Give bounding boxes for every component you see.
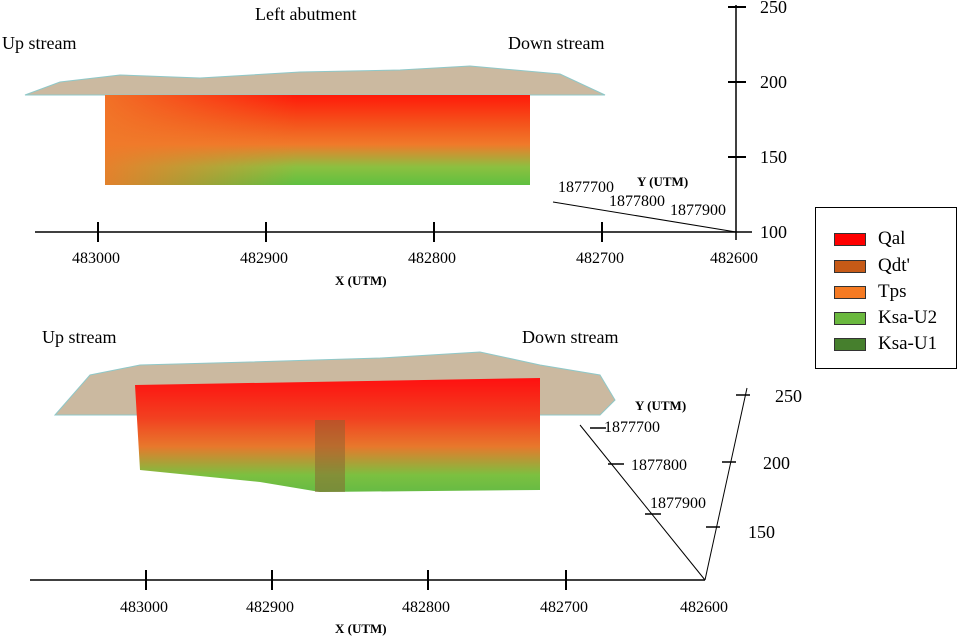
top-z-tick-label: 200	[760, 72, 787, 92]
top-block-shade	[105, 95, 530, 185]
legend-swatch	[834, 259, 866, 273]
top-downstream-label: Down stream	[508, 33, 604, 53]
top-z-tick-label: 100	[760, 222, 787, 242]
bottom-z-tick-label: 200	[763, 453, 790, 473]
legend-item: Ksa-U2	[834, 307, 937, 329]
bottom-x-ticks	[145, 570, 567, 590]
legend-label: Qdt'	[878, 255, 910, 276]
bottom-downstream-label: Down stream	[522, 327, 618, 347]
top-z-ticks	[728, 6, 746, 158]
bottom-x-tick-label: 482900	[246, 599, 294, 616]
legend-swatch	[834, 285, 866, 299]
top-x-tick-label: 482700	[576, 250, 624, 267]
legend-label: Ksa-U2	[878, 307, 938, 328]
legend-item: Ksa-U1	[834, 333, 937, 355]
top-upstream-label: Up stream	[2, 33, 76, 53]
top-x-axis-label: X (UTM)	[335, 273, 387, 288]
top-x-tick-label: 482600	[710, 250, 758, 267]
bottom-x-tick-label: 483000	[120, 599, 168, 616]
legend-item: Qdt'	[834, 255, 910, 277]
legend-swatch	[834, 232, 866, 246]
top-title: Left abutment	[255, 4, 356, 24]
legend-label: Qal	[878, 228, 906, 249]
bottom-z-tick-label: 250	[775, 386, 802, 406]
bottom-z-ticks	[706, 394, 750, 528]
bottom-y-tick-label: 1877700	[604, 419, 660, 436]
top-y-tick-label: 1877700	[558, 179, 614, 196]
bottom-y-tick-label: 1877800	[631, 457, 687, 474]
top-x-tick-label: 483000	[72, 250, 120, 267]
bottom-x-axis-label: X (UTM)	[335, 621, 387, 636]
bottom-y-tick-label: 1877900	[650, 495, 706, 512]
top-z-tick-label: 250	[760, 0, 787, 17]
top-y-tick-label: 1877900	[670, 202, 726, 219]
bottom-block-shadow	[315, 420, 345, 492]
bottom-y-ticks	[590, 427, 661, 515]
bottom-x-tick-label: 482700	[540, 599, 588, 616]
legend-item: Qal	[834, 228, 905, 250]
bottom-y-axis-label: Y (UTM)	[635, 398, 686, 413]
top-x-ticks	[97, 222, 603, 242]
bottom-y-axis	[579, 424, 706, 581]
top-terrain-surface	[24, 65, 606, 96]
legend-swatch	[834, 311, 866, 325]
bottom-upstream-label: Up stream	[42, 327, 116, 347]
legend-item: Tps	[834, 281, 907, 303]
legend-label: Tps	[878, 281, 907, 302]
top-y-tick-label: 1877800	[609, 193, 665, 210]
top-z-tick-label: 150	[760, 147, 787, 167]
top-x-tick-label: 482800	[408, 250, 456, 267]
top-y-axis-label: Y (UTM)	[637, 174, 688, 189]
bottom-z-tick-label: 150	[748, 522, 775, 542]
top-x-tick-label: 482900	[240, 250, 288, 267]
bottom-x-tick-label: 482800	[402, 599, 450, 616]
bottom-x-tick-label: 482600	[680, 599, 728, 616]
legend-swatch	[834, 337, 866, 351]
top-y-axis	[552, 201, 737, 233]
legend: Qal Qdt' Tps Ksa-U2 Ksa-U1	[815, 207, 957, 369]
legend-label: Ksa-U1	[878, 333, 938, 354]
bottom-z-axis	[704, 387, 748, 581]
